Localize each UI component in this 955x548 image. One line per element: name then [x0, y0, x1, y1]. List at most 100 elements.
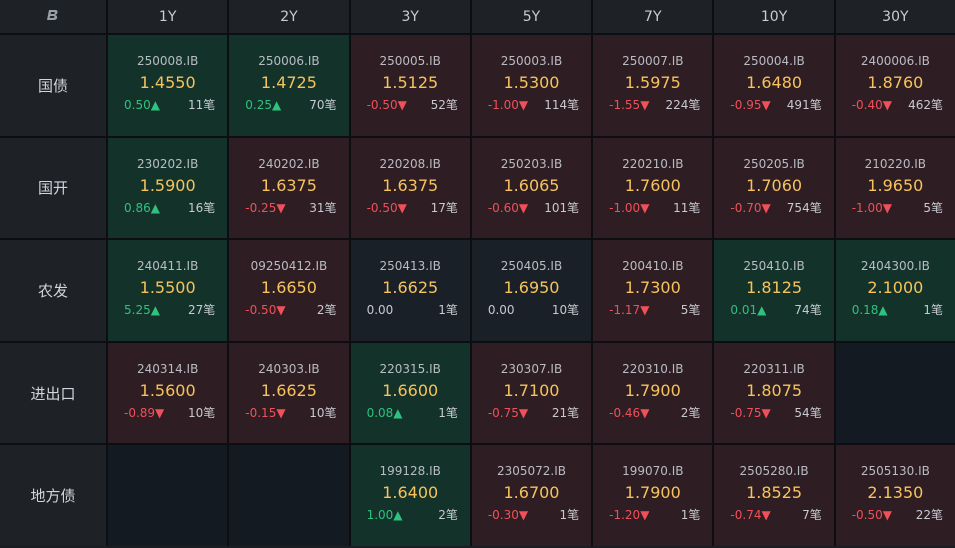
yield-change: 5.25▲	[124, 303, 160, 318]
tenor-header-30y[interactable]: 30Y	[835, 0, 955, 33]
bond-code: 240411.IB	[136, 259, 199, 274]
bond-cell[interactable]: 220310.IB 1.7900 -0.46▼ 2笔	[593, 342, 713, 444]
empty-cell	[229, 445, 349, 546]
cell-footer: -0.75▼ 54笔	[714, 404, 833, 422]
bond-cell[interactable]: 2400006.IB 1.8760 -0.40▼ 462笔	[835, 35, 955, 136]
cell-footer: 0.00 1笔	[351, 301, 470, 319]
bond-cell[interactable]: 250205.IB 1.7060 -0.70▼ 754笔	[714, 137, 834, 239]
cell-footer: 0.50▲ 11笔	[108, 96, 227, 114]
bond-cell[interactable]: 200410.IB 1.7300 -1.17▼ 5笔	[593, 240, 713, 341]
yield-change: -0.40▼	[851, 98, 892, 112]
cell-footer: -1.00▼ 5笔	[836, 199, 955, 217]
yield-change: -0.15▼	[245, 405, 286, 420]
bond-yield: 2.1350	[867, 483, 924, 503]
trade-count: 2笔	[438, 508, 458, 523]
bond-yield: 2.1000	[867, 278, 924, 298]
cell-footer: -0.30▼ 1笔	[472, 506, 591, 524]
bond-cell[interactable]: 250405.IB 1.6950 0.00 10笔	[471, 240, 592, 341]
bond-cell[interactable]: 240202.IB 1.6375 -0.25▼ 31笔	[229, 137, 349, 239]
bond-cell[interactable]: 210220.IB 1.9650 -1.00▼ 5笔	[835, 137, 955, 239]
yield-change: -1.00▼	[487, 98, 529, 112]
bond-yield: 1.5300	[503, 73, 560, 92]
bond-cell[interactable]: 250410.IB 1.8125 0.01▲ 74笔	[714, 240, 834, 341]
yield-change: -0.46▼	[609, 405, 650, 420]
bond-code: 210220.IB	[864, 156, 927, 171]
bond-cell[interactable]: 250007.IB 1.5975 -1.55▼ 224笔	[593, 35, 713, 136]
empty-cell	[835, 342, 955, 444]
bond-cell[interactable]: 199070.IB 1.7900 -1.20▼ 1笔	[593, 445, 713, 546]
tenor-header-1y[interactable]: 1Y	[108, 0, 228, 33]
bond-cell[interactable]: 250004.IB 1.6480 -0.95▼ 491笔	[714, 35, 834, 136]
logo-b-icon	[46, 9, 60, 24]
bond-yield: 1.4725	[260, 73, 317, 92]
cell-footer: -0.70▼ 754笔	[714, 199, 833, 217]
tenor-header-2y[interactable]: 2Y	[229, 0, 349, 33]
yield-change: -0.50▼	[245, 303, 286, 318]
tenor-header-10y[interactable]: 10Y	[714, 0, 834, 33]
cell-footer: -0.50▼ 22笔	[836, 506, 955, 524]
yield-change: -1.17▼	[609, 303, 650, 318]
bond-cell[interactable]: 250006.IB 1.4725 0.25▲ 70笔	[229, 35, 349, 136]
bond-code: 250205.IB	[743, 156, 805, 171]
cell-footer: -0.15▼ 10笔	[229, 404, 348, 422]
bond-code: 240202.IB	[258, 156, 320, 171]
cell-footer: -1.55▼ 224笔	[593, 96, 712, 114]
bond-yield: 1.7060	[746, 175, 803, 195]
bond-cell[interactable]: 230307.IB 1.7100 -0.75▼ 21笔	[471, 342, 592, 444]
bond-cell[interactable]: 240411.IB 1.5500 5.25▲ 27笔	[108, 240, 228, 341]
tenor-header-3y[interactable]: 3Y	[350, 0, 470, 33]
bond-yield: 1.5900	[139, 175, 196, 195]
cell-footer: -0.95▼ 491笔	[714, 96, 833, 114]
row-label[interactable]: 国开	[0, 137, 106, 239]
bond-cell[interactable]: 250003.IB 1.5300 -1.00▼ 114笔	[471, 35, 592, 136]
bond-yield: 1.5600	[139, 380, 196, 400]
bond-cell[interactable]: 2305072.IB 1.6700 -0.30▼ 1笔	[471, 445, 592, 546]
row-label[interactable]: 进出口	[0, 342, 106, 444]
bond-cell[interactable]: 220208.IB 1.6375 -0.50▼ 17笔	[350, 137, 470, 239]
cell-footer: -1.00▼ 114笔	[472, 96, 591, 114]
yield-change: -0.89▼	[124, 405, 165, 420]
trade-count: 5笔	[680, 303, 701, 318]
bond-code: 2305072.IB	[496, 464, 566, 479]
bond-yield: 1.5125	[382, 73, 439, 92]
trade-count: 27笔	[188, 303, 216, 318]
yield-change: -0.60▼	[487, 200, 529, 215]
row-label[interactable]: 地方债	[0, 445, 106, 546]
bond-cell[interactable]: 250005.IB 1.5125 -0.50▼ 52笔	[350, 35, 470, 136]
tenor-header-5y[interactable]: 5Y	[471, 0, 592, 33]
bond-cell[interactable]: 250203.IB 1.6065 -0.60▼ 101笔	[471, 137, 592, 239]
trade-count: 754笔	[786, 200, 822, 215]
row-label[interactable]: 农发	[0, 240, 106, 341]
bond-code: 2404300.IB	[860, 259, 930, 274]
bond-cell[interactable]: 2404300.IB 2.1000 0.18▲ 1笔	[835, 240, 955, 341]
bond-cell[interactable]: 250413.IB 1.6625 0.00 1笔	[350, 240, 470, 341]
cell-footer: -0.60▼ 101笔	[472, 199, 591, 217]
yield-change: -0.25▼	[245, 200, 286, 215]
bond-code: 250410.IB	[743, 259, 805, 274]
bond-cell[interactable]: 199128.IB 1.6400 1.00▲ 2笔	[350, 445, 470, 546]
yield-change: 0.00	[487, 303, 515, 318]
bond-cell[interactable]: 240303.IB 1.6625 -0.15▼ 10笔	[229, 342, 349, 444]
bond-yield: 1.6600	[382, 380, 439, 400]
bond-cell[interactable]: 2505280.IB 1.8525 -0.74▼ 7笔	[714, 445, 834, 546]
yield-change: -1.00▼	[609, 200, 650, 215]
cell-footer: 0.01▲ 74笔	[714, 301, 833, 319]
bond-cell[interactable]: 09250412.IB 1.6650 -0.50▼ 2笔	[229, 240, 349, 341]
trade-count: 10笔	[551, 303, 580, 318]
tenor-header-7y[interactable]: 7Y	[593, 0, 713, 33]
trade-count: 224笔	[665, 98, 701, 112]
corner-cell	[0, 0, 106, 33]
bond-cell[interactable]: 220311.IB 1.8075 -0.75▼ 54笔	[714, 342, 834, 444]
bond-cell[interactable]: 230202.IB 1.5900 0.86▲ 16笔	[108, 137, 228, 239]
row-label[interactable]: 国债	[0, 35, 106, 136]
yield-change: 0.08▲	[366, 405, 403, 420]
bond-cell[interactable]: 220210.IB 1.7600 -1.00▼ 11笔	[593, 137, 713, 239]
bond-cell[interactable]: 2505130.IB 2.1350 -0.50▼ 22笔	[835, 445, 955, 546]
yield-change: 1.00▲	[366, 508, 403, 523]
bond-cell[interactable]: 240314.IB 1.5600 -0.89▼ 10笔	[108, 342, 228, 444]
trade-count: 7笔	[802, 508, 822, 523]
bond-cell[interactable]: 250008.IB 1.4550 0.50▲ 11笔	[108, 35, 228, 136]
bond-cell[interactable]: 220315.IB 1.6600 0.08▲ 1笔	[350, 342, 470, 444]
empty-cell	[108, 445, 228, 546]
